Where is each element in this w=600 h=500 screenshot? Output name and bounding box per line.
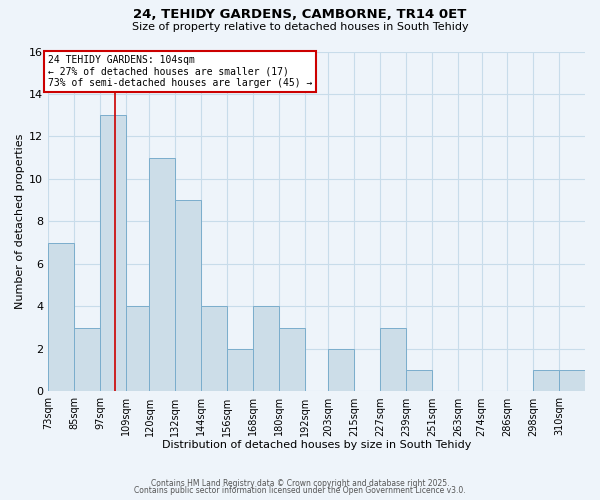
X-axis label: Distribution of detached houses by size in South Tehidy: Distribution of detached houses by size … [162, 440, 471, 450]
Bar [253, 306, 279, 392]
Bar [406, 370, 432, 392]
Bar [201, 306, 227, 392]
Bar [227, 349, 253, 392]
Bar [74, 328, 100, 392]
Bar [48, 242, 74, 392]
Bar [328, 349, 355, 392]
Bar [559, 370, 585, 392]
Bar [149, 158, 175, 392]
Text: Size of property relative to detached houses in South Tehidy: Size of property relative to detached ho… [131, 22, 469, 32]
Bar [126, 306, 149, 392]
Bar [380, 328, 406, 392]
Bar [533, 370, 559, 392]
Text: 24, TEHIDY GARDENS, CAMBORNE, TR14 0ET: 24, TEHIDY GARDENS, CAMBORNE, TR14 0ET [133, 8, 467, 20]
Text: Contains HM Land Registry data © Crown copyright and database right 2025.: Contains HM Land Registry data © Crown c… [151, 478, 449, 488]
Bar [100, 115, 126, 392]
Bar [175, 200, 201, 392]
Y-axis label: Number of detached properties: Number of detached properties [15, 134, 25, 309]
Text: 24 TEHIDY GARDENS: 104sqm
← 27% of detached houses are smaller (17)
73% of semi-: 24 TEHIDY GARDENS: 104sqm ← 27% of detac… [48, 54, 313, 88]
Text: Contains public sector information licensed under the Open Government Licence v3: Contains public sector information licen… [134, 486, 466, 495]
Bar [279, 328, 305, 392]
